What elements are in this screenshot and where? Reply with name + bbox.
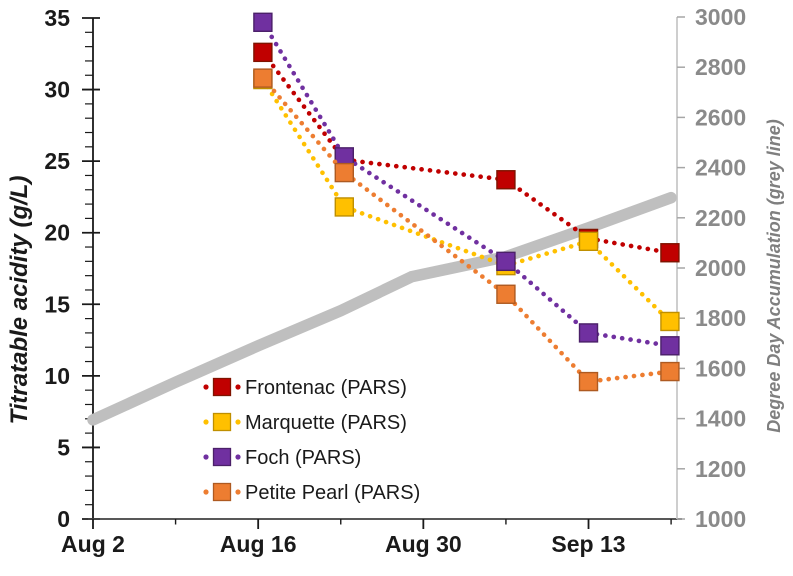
legend-item-marquette-pars: Marquette (PARS) (203, 412, 407, 434)
degree-day-line (87, 191, 677, 426)
legend-marker (212, 447, 232, 467)
series-layer (87, 12, 680, 426)
legend-label: Marquette (PARS) (245, 412, 407, 434)
right-axis-tick-label: 2800 (695, 54, 746, 80)
data-point-marker (660, 243, 680, 263)
legend-marker (212, 482, 232, 502)
data-point-marker (253, 12, 273, 32)
left-axis-tick-label: 30 (44, 77, 70, 103)
data-point-marker (253, 42, 273, 63)
legend-line-dot (235, 384, 241, 390)
series-dotted-line (260, 19, 673, 349)
x-axis-tick-label: Sep 13 (551, 531, 625, 557)
right-axis-tick-label: 2000 (695, 255, 746, 281)
left-axis-title: Titratable acidity (g/L) (6, 176, 33, 425)
right-axis-tick-label: 2400 (695, 155, 746, 181)
legend-line-dot (203, 454, 209, 460)
x-axis-tick-label: Aug 30 (385, 531, 462, 557)
left-axis-tick-label: 15 (44, 291, 70, 317)
left-axis-tick-label: 5 (57, 434, 70, 460)
legend-item-petite-pearl-pars: Petite Pearl (PARS) (203, 482, 420, 504)
data-point-marker (660, 311, 680, 332)
right-axis-tick-label: 1400 (695, 406, 746, 432)
left-axis-tick-label: 10 (44, 363, 70, 389)
series-petite-pearl-pars (253, 68, 680, 392)
series-dotted-line (260, 75, 673, 384)
legend: Frontenac (PARS) Marquette (PARS) Foch (PA… (203, 377, 420, 504)
series-dotted-line (260, 77, 673, 324)
left-axis-tick-label: 20 (44, 220, 70, 246)
legend-marker (212, 412, 232, 432)
data-point-marker (578, 231, 599, 252)
left-axis-tick-label: 35 (44, 5, 70, 31)
legend-line-dot (235, 419, 241, 425)
right-axis-tick-label: 3000 (695, 4, 746, 30)
legend-marker (212, 377, 232, 397)
data-point-marker (496, 251, 516, 272)
legend-line-dot (235, 489, 241, 495)
right-axis-tick-label: 1600 (695, 355, 746, 381)
x-axis-tick-label: Aug 16 (220, 531, 297, 557)
data-point-marker (334, 162, 354, 183)
right-axis-tick-label: 2200 (695, 205, 746, 231)
right-axis-tick-label: 1800 (695, 305, 746, 331)
data-point-marker (578, 323, 599, 343)
right-axis-tick-label: 1200 (695, 456, 746, 482)
left-axis-tick-label: 25 (44, 148, 70, 174)
right-axis-tick-label: 1000 (695, 506, 746, 532)
legend-line-dot (203, 419, 209, 425)
legend-line-dot (235, 454, 241, 460)
right-axis-tick-label: 2600 (695, 104, 746, 130)
legend-line-dot (203, 489, 209, 495)
legend-item-frontenac-pars: Frontenac (PARS) (203, 377, 407, 399)
legend-label: Frontenac (PARS) (245, 377, 407, 399)
x-axis-tick-label: Aug 2 (61, 531, 125, 557)
data-point-marker (253, 68, 273, 88)
series-frontenac-pars (253, 42, 680, 263)
legend-line-dot (203, 384, 209, 390)
data-point-marker (496, 170, 516, 190)
data-point-marker (578, 371, 599, 392)
right-axis-title: Degree Day Accumulation (grey line) (764, 119, 784, 432)
series-degree-day-accumulation-grey-line (87, 191, 677, 426)
data-point-marker (660, 361, 680, 382)
legend-label: Foch (PARS) (245, 447, 361, 469)
axes-layer: 0 5 10 15 20 25 30 35 Aug 2 Aug 16 Aug 30 Sep 13 100… (44, 4, 746, 557)
series-foch-pars (253, 12, 680, 356)
left-axis-tick-label: 0 (57, 506, 70, 532)
legend-item-foch-pars: Foch (PARS) (203, 447, 361, 469)
legend-label: Petite Pearl (PARS) (245, 482, 420, 504)
data-point-marker (496, 284, 516, 304)
data-point-marker (334, 197, 354, 217)
data-point-marker (660, 336, 680, 356)
